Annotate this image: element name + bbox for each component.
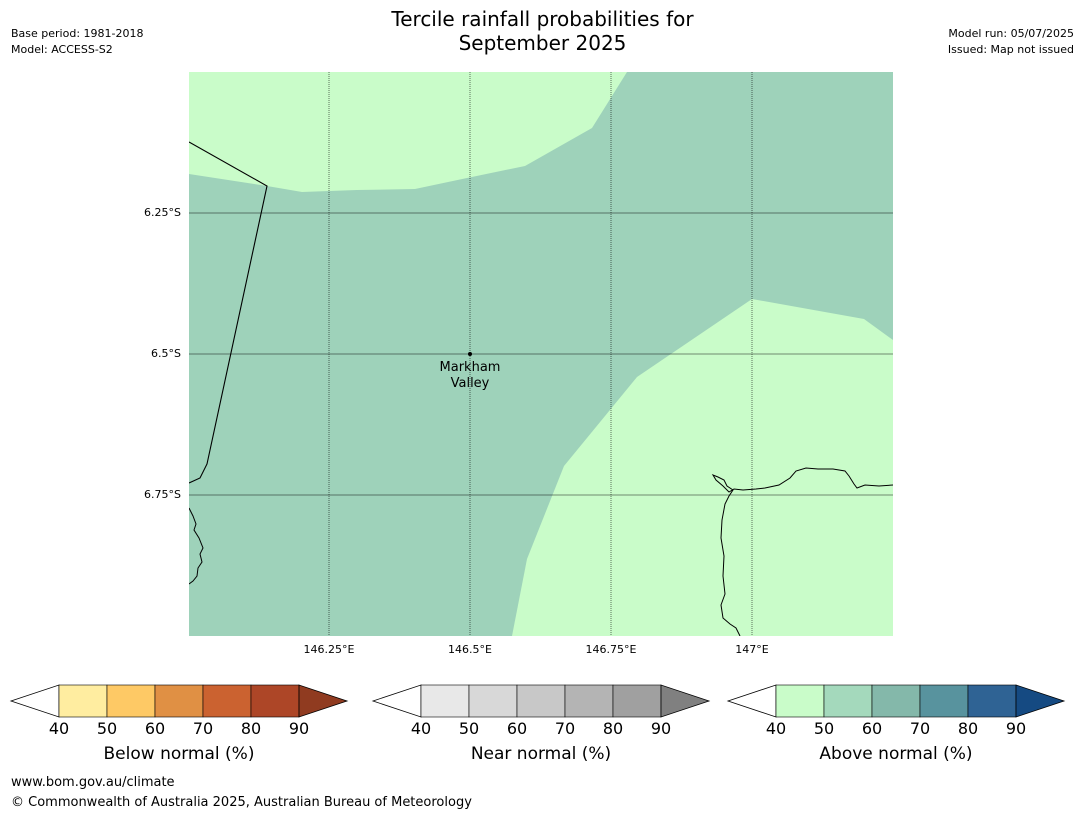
legend-near-tick-60: 60 <box>506 719 528 738</box>
legend-below-tick-50: 50 <box>96 719 118 738</box>
legend-title-near: Near normal (%) <box>470 744 612 764</box>
colorbar-above-segment-0 <box>775 684 825 718</box>
graticule <box>189 212 893 496</box>
lat-label-6-25: 6.25°S <box>144 206 181 219</box>
lon-label-147: 147°E <box>735 643 769 656</box>
legend-title-above: Above normal (%) <box>819 744 973 764</box>
colorbar-near-segment-0 <box>420 684 470 718</box>
colorbar-near-normal <box>371 684 711 718</box>
coastline-west <box>189 507 204 585</box>
colorbar-above-segment-4 <box>967 684 1017 718</box>
colorbar-above-extend-high <box>1015 684 1066 718</box>
colorbar-below-extend-high <box>298 684 349 718</box>
region-40-50-southeast <box>512 299 893 636</box>
lat-label-6-5: 6.5°S <box>151 347 181 360</box>
lon-label-146-25: 146.25°E <box>303 643 355 656</box>
legend-above-tick-40: 40 <box>765 719 787 738</box>
coastline-east <box>711 467 893 636</box>
lat-label-6-75: 6.75°S <box>144 488 181 501</box>
graticule-meridians <box>328 72 753 636</box>
legend-title-below: Below normal (%) <box>103 744 255 764</box>
colorbar-above-segment-3 <box>919 684 969 718</box>
legend-below-tick-60: 60 <box>144 719 166 738</box>
place-label-line-1: Markham <box>439 360 501 375</box>
colorbar-above-extend-low <box>726 684 777 718</box>
colorbar-below-segment-1 <box>106 684 156 718</box>
legend-below-tick-40: 40 <box>48 719 70 738</box>
legend-above-tick-70: 70 <box>909 719 931 738</box>
map-title: Tercile rainfall probabilities for Septe… <box>0 7 1085 55</box>
legend-above-tick-50: 50 <box>813 719 835 738</box>
colorbar-near-segment-4 <box>612 684 662 718</box>
colorbar-below-extend-low <box>9 684 60 718</box>
colorbars <box>9 684 1066 718</box>
colorbar-near-extend-high <box>660 684 711 718</box>
colorbar-below-segment-0 <box>58 684 108 718</box>
legend-above-tick-90: 90 <box>1005 719 1027 738</box>
colorbar-below-segment-4 <box>250 684 300 718</box>
lon-label-146-75: 146.75°E <box>585 643 637 656</box>
base-period-text: Base period: 1981-2018 <box>11 27 144 40</box>
colorbar-near-segment-1 <box>468 684 518 718</box>
colorbar-below-segment-2 <box>154 684 204 718</box>
legend-below-tick-90: 90 <box>288 719 310 738</box>
colorbar-above-segment-1 <box>823 684 873 718</box>
model-text: Model: ACCESS-S2 <box>11 43 113 56</box>
legend-below-tick-80: 80 <box>240 719 262 738</box>
footer-url: www.bom.gov.au/climate <box>11 775 175 790</box>
title-line-2: September 2025 <box>458 31 627 55</box>
colorbar-near-extend-low <box>371 684 422 718</box>
issued-text: Issued: Map not issued <box>947 43 1074 56</box>
model-run-text: Model run: 05/07/2025 <box>948 27 1074 40</box>
legend-above-tick-60: 60 <box>861 719 883 738</box>
colorbar-near-segment-3 <box>564 684 614 718</box>
markham-valley-marker <box>468 352 472 356</box>
place-label: Markham Valley <box>420 360 520 392</box>
colorbar-below-segment-3 <box>202 684 252 718</box>
colorbar-above-segment-2 <box>871 684 921 718</box>
place-label-line-2: Valley <box>450 376 490 391</box>
rainfall-map[interactable] <box>189 72 893 636</box>
colorbar-below-normal <box>9 684 349 718</box>
lon-label-146-5: 146.5°E <box>448 643 492 656</box>
colorbar-above-normal <box>726 684 1066 718</box>
legend-above-tick-80: 80 <box>957 719 979 738</box>
footer-copyright: © Commonwealth of Australia 2025, Austra… <box>11 795 472 810</box>
legend-near-tick-40: 40 <box>410 719 432 738</box>
legend-near-tick-50: 50 <box>458 719 480 738</box>
legend-near-tick-80: 80 <box>602 719 624 738</box>
title-line-1: Tercile rainfall probabilities for <box>391 7 694 31</box>
legend-near-tick-90: 90 <box>650 719 672 738</box>
legend-below-tick-70: 70 <box>192 719 214 738</box>
region-40-50-north <box>189 72 627 192</box>
province-boundary <box>189 141 268 484</box>
legend-near-tick-70: 70 <box>554 719 576 738</box>
colorbar-near-segment-2 <box>516 684 566 718</box>
